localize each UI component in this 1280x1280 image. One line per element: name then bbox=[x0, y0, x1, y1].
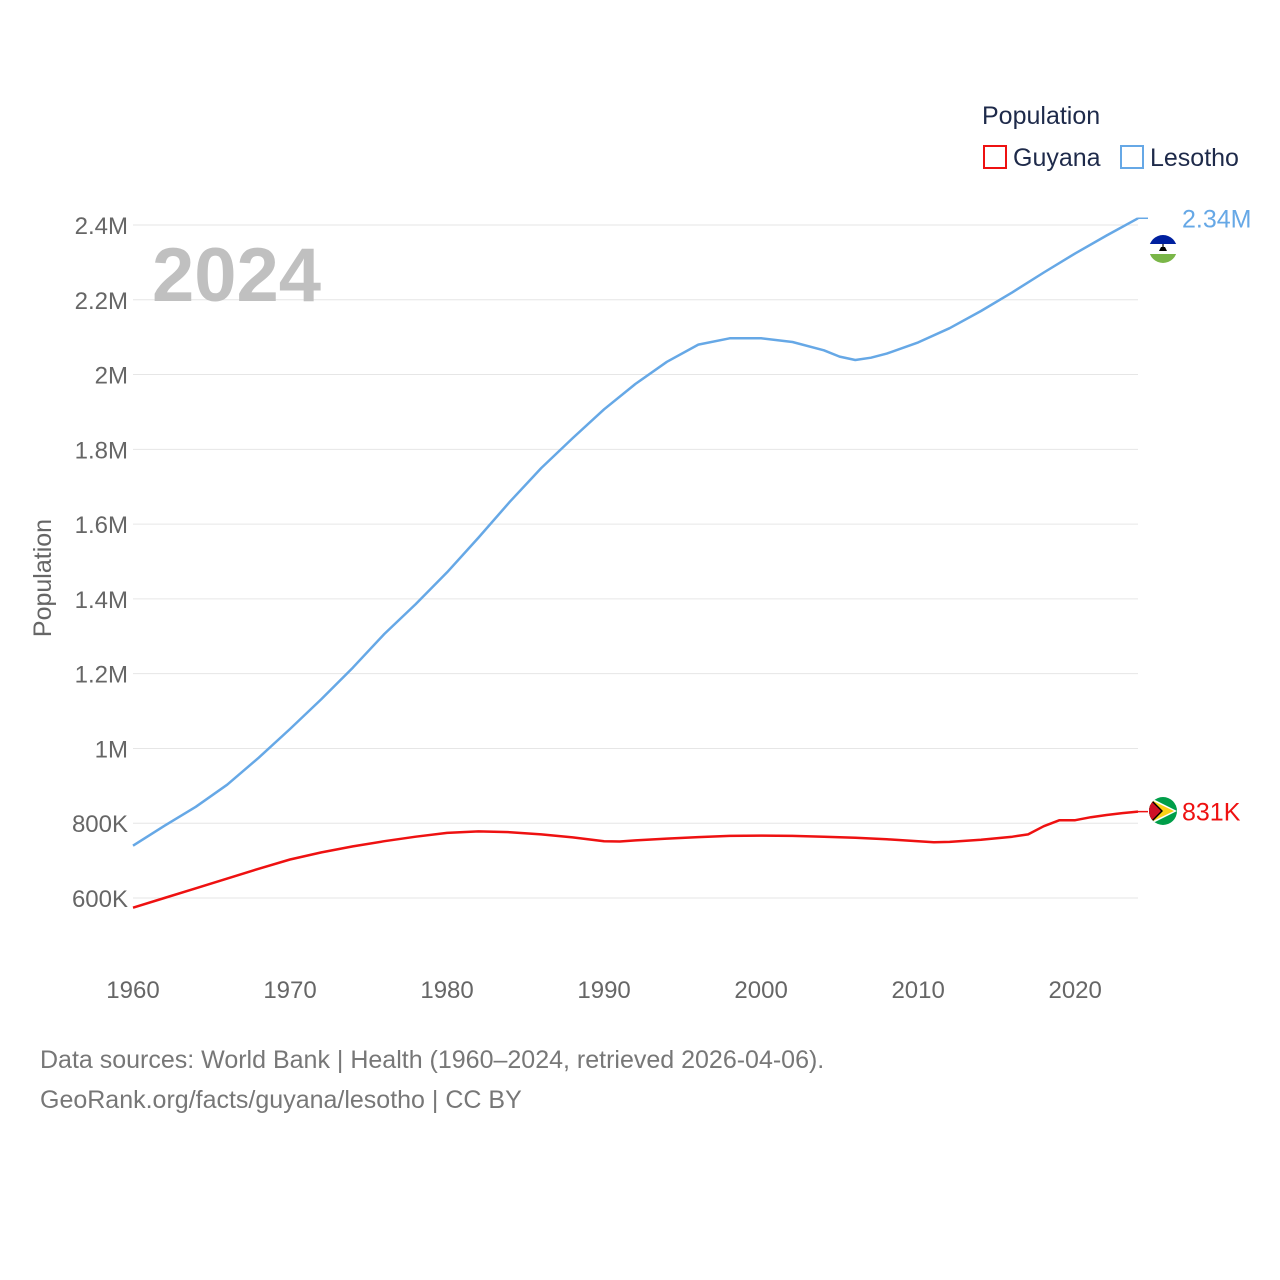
series-line-lesotho bbox=[132, 217, 1139, 847]
y-tick-label: 1M bbox=[95, 736, 128, 763]
legend-item-lesotho[interactable]: Lesotho bbox=[1120, 144, 1239, 172]
end-label-lesotho: 2.34M bbox=[1182, 205, 1251, 233]
x-tick-label: 1990 bbox=[577, 977, 630, 1004]
legend-swatch-guyana bbox=[983, 145, 1007, 169]
y-tick-label: 1.6M bbox=[75, 512, 128, 539]
y-tick-label: 1.8M bbox=[75, 437, 128, 464]
grid-lines bbox=[133, 224, 1138, 899]
x-tick-label: 1960 bbox=[106, 977, 159, 1004]
data-sources-text: Data sources: World Bank | Health (1960–… bbox=[40, 1046, 825, 1074]
y-tick-label: 1.2M bbox=[75, 662, 128, 689]
y-tick-label: 2M bbox=[95, 363, 128, 390]
year-watermark: 2024 bbox=[152, 233, 321, 318]
end-label-guyana: 831K bbox=[1182, 799, 1241, 827]
series-line-guyana bbox=[132, 810, 1139, 909]
x-tick-label: 2020 bbox=[1048, 977, 1101, 1004]
series-lines bbox=[132, 217, 1139, 909]
lesotho-flag-icon bbox=[1149, 235, 1177, 263]
legend-item-guyana[interactable]: Guyana bbox=[983, 144, 1101, 172]
attribution-text: GeoRank.org/facts/guyana/lesotho | CC BY bbox=[40, 1086, 522, 1114]
legend-label-lesotho: Lesotho bbox=[1150, 144, 1239, 172]
legend: Population Guyana Lesotho bbox=[982, 102, 1239, 172]
legend-label-guyana: Guyana bbox=[1013, 144, 1101, 172]
y-tick-label: 600K bbox=[72, 886, 128, 913]
y-tick-label: 800K bbox=[72, 811, 128, 838]
legend-title: Population bbox=[982, 102, 1100, 130]
y-axis-label: Population bbox=[29, 519, 57, 637]
y-tick-label: 2.2M bbox=[75, 288, 128, 315]
x-axis-ticks: 1960 1970 1980 1990 2000 2010 2020 bbox=[106, 977, 1102, 1004]
x-tick-label: 2010 bbox=[891, 977, 944, 1004]
legend-swatch-lesotho bbox=[1120, 145, 1144, 169]
end-labels: 831K 2.34M bbox=[1138, 205, 1251, 827]
x-tick-label: 1980 bbox=[420, 977, 473, 1004]
y-tick-label: 1.4M bbox=[75, 587, 128, 614]
x-tick-label: 2000 bbox=[734, 977, 787, 1004]
y-tick-label: 2.4M bbox=[75, 213, 128, 240]
y-axis-ticks: 600K 800K 1M 1.2M 1.4M 1.6M 1.8M 2M 2.2M 2.4M bbox=[72, 213, 128, 913]
footer: Data sources: World Bank | Health (1960–… bbox=[40, 1040, 824, 1120]
guyana-flag-icon bbox=[1149, 797, 1177, 825]
x-tick-label: 1970 bbox=[263, 977, 316, 1004]
